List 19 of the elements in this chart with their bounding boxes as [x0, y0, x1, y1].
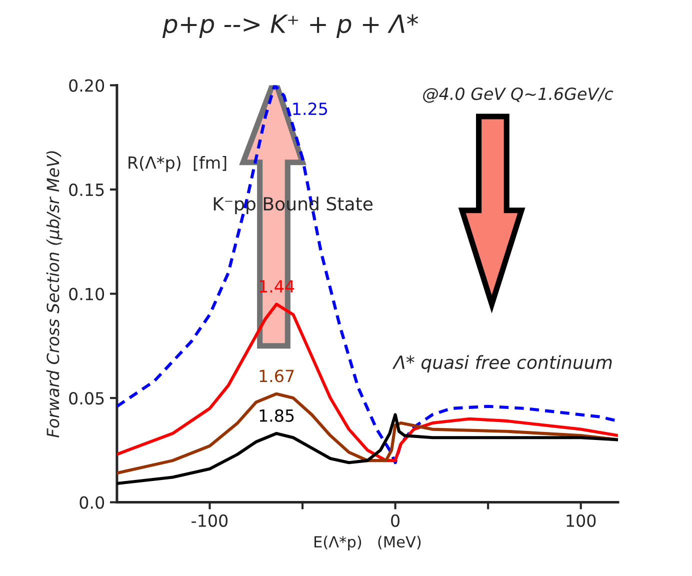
x-tick-label: 0	[391, 514, 400, 527]
annotation: R(Λ*p) [fm]	[128, 156, 226, 172]
chart-title: p+p --> K⁺ + p + Λ*	[162, 14, 418, 38]
series-label: 1.67	[260, 370, 294, 382]
series-label: 1.85	[260, 409, 294, 422]
series-label: 1.25	[293, 102, 328, 116]
y-tick-label: 0.10	[69, 288, 104, 300]
x-tick-label: -100	[192, 514, 228, 527]
y-tick-label: 0.20	[69, 79, 104, 92]
y-tick-label: 0.05	[69, 392, 104, 405]
annotation: @4.0 GeV Q~1.6GeV/c	[423, 87, 614, 103]
line-series	[116, 302, 618, 462]
x-axis-title: E(Λ*p) (MeV)	[314, 536, 421, 551]
y-tick-label: 0.15	[69, 183, 104, 196]
annotation: Λ* quasi free continuum	[392, 355, 612, 373]
y-axis-title: Forward Cross Section (μb/sr MeV)	[46, 151, 62, 438]
line-series	[116, 85, 618, 464]
y-tick-label: 0.0	[80, 496, 104, 509]
x-tick-label: 100	[566, 514, 596, 527]
